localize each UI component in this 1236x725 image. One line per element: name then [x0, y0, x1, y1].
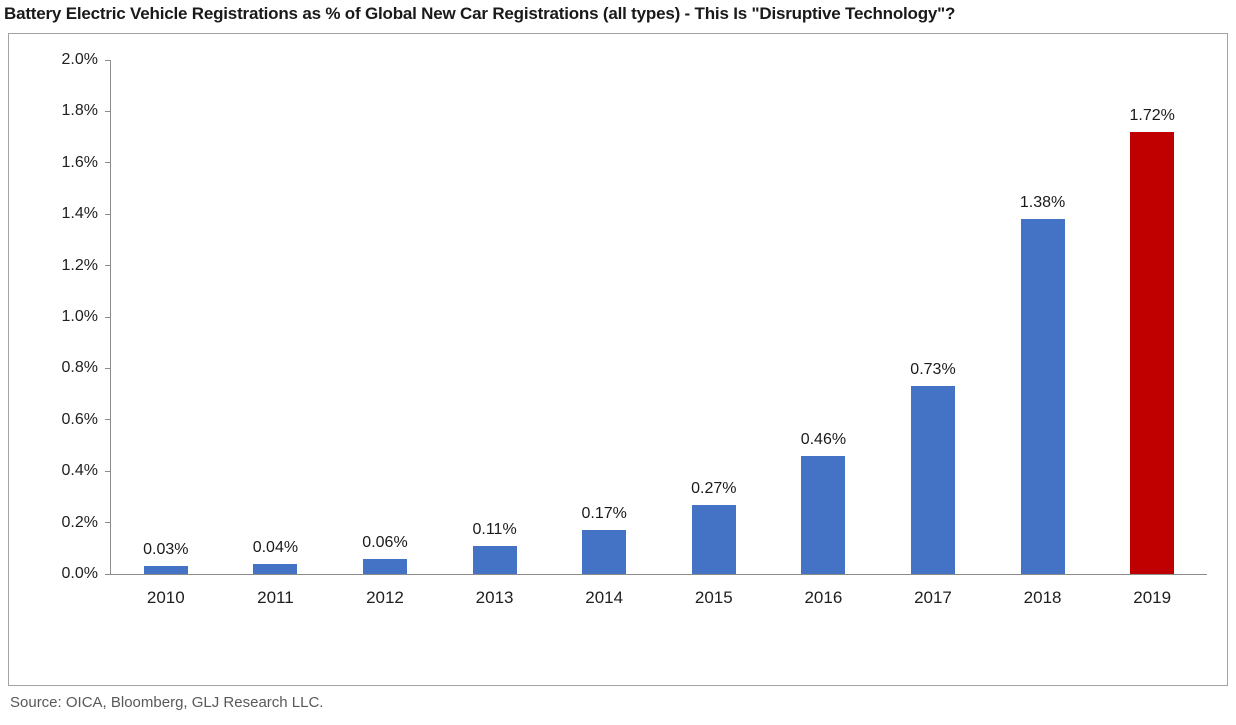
- x-axis-tick-label: 2017: [914, 588, 952, 607]
- bar: [582, 530, 627, 574]
- y-axis-tick-mark: [105, 162, 111, 164]
- chart-frame: 0.0% 0.2% 0.4% 0.6% 0.8% 1.0% 1.2% 1.4% 1.6% 1.8%…: [8, 33, 1228, 686]
- y-axis-tick-mark: [105, 367, 111, 369]
- y-axis-tick-mark: [105, 470, 111, 472]
- y-axis-tick-label: 0.6%: [61, 410, 98, 428]
- x-axis-tick-label: 2015: [694, 588, 733, 607]
- bar: [143, 566, 188, 574]
- x-axis-tick-label: 2012: [366, 588, 404, 607]
- bar-value-label: 0.06%: [362, 533, 408, 551]
- bar-column: 0.17% 2014: [549, 60, 659, 607]
- y-axis-tick-label: 1.2%: [61, 256, 98, 274]
- y-axis-tick-label: 1.4%: [61, 205, 98, 223]
- x-axis-tick-label: 2010: [146, 588, 185, 607]
- chart-title: Battery Electric Vehicle Registrations a…: [4, 4, 956, 23]
- x-axis-tick-label: 2019: [1133, 588, 1172, 607]
- bar-column: 0.46% 2016: [769, 60, 879, 607]
- y-axis-tick-mark: [105, 213, 111, 215]
- y-axis-tick-label: 0.2%: [61, 513, 98, 531]
- bar-value-label: 0.17%: [581, 505, 627, 523]
- y-axis-tick-label: 2.0%: [61, 51, 98, 68]
- y-axis-tick-mark: [105, 316, 111, 318]
- y-axis-tick-label: 1.0%: [61, 308, 98, 325]
- x-axis-tick-label: 2013: [475, 588, 514, 607]
- y-axis-tick-mark: [105, 110, 111, 112]
- bar-value-label: 0.03%: [143, 541, 189, 559]
- bar-column: 1.38% 2018: [988, 60, 1098, 607]
- bar-value-label: 0.11%: [472, 520, 517, 538]
- bar-value-label: 1.38%: [1019, 194, 1066, 212]
- bar: [691, 504, 736, 574]
- bar: [1130, 131, 1175, 574]
- x-axis-tick-label: 2018: [1023, 588, 1062, 607]
- y-axis-tick-mark: [105, 522, 111, 524]
- y-axis-tick-label: 0.0%: [61, 565, 98, 582]
- x-axis-tick-label: 2014: [585, 588, 624, 607]
- bar: [910, 386, 955, 574]
- bar-column: 0.11% 2013: [440, 60, 550, 607]
- y-axis-tick-mark: [105, 573, 111, 575]
- bar-column: 0.27% 2015: [659, 60, 769, 607]
- bar-column: 1.72% 2019: [1097, 60, 1207, 607]
- bar-column: 0.73% 2017: [878, 60, 988, 607]
- bar-value-label: 0.46%: [800, 430, 847, 448]
- y-axis-tick-mark: [105, 59, 111, 61]
- bar: [253, 563, 298, 574]
- bar: [472, 545, 517, 574]
- y-axis-tick-label: 1.6%: [61, 153, 98, 171]
- y-axis-tick-label: 1.8%: [61, 102, 98, 120]
- bar: [1020, 219, 1065, 574]
- bar-value-label: 1.72%: [1129, 106, 1175, 124]
- plot-area: 0.0% 0.2% 0.4% 0.6% 0.8% 1.0% 1.2% 1.4% 1.6% 1.8%…: [62, 51, 1207, 607]
- bar-column: 0.06% 2012: [330, 60, 440, 607]
- bar-column: 0.04% 2011: [221, 60, 331, 607]
- y-axis-tick-label: 0.8%: [61, 359, 98, 377]
- source-note: Source: OICA, Bloomberg, GLJ Research LL…: [10, 694, 324, 711]
- bar: [801, 455, 846, 574]
- bar-column: 0.03% 2010: [111, 60, 221, 607]
- y-axis-tick-mark: [105, 265, 111, 267]
- y-axis-tick-mark: [105, 419, 111, 421]
- x-axis-tick-label: 2011: [257, 588, 294, 607]
- y-axis-tick-label: 0.4%: [61, 462, 98, 480]
- bar-value-label: 0.73%: [910, 361, 956, 379]
- bar-value-label: 0.04%: [252, 538, 299, 556]
- x-axis-tick-label: 2016: [804, 588, 843, 607]
- bar: [362, 558, 407, 574]
- bar-value-label: 0.27%: [691, 479, 737, 497]
